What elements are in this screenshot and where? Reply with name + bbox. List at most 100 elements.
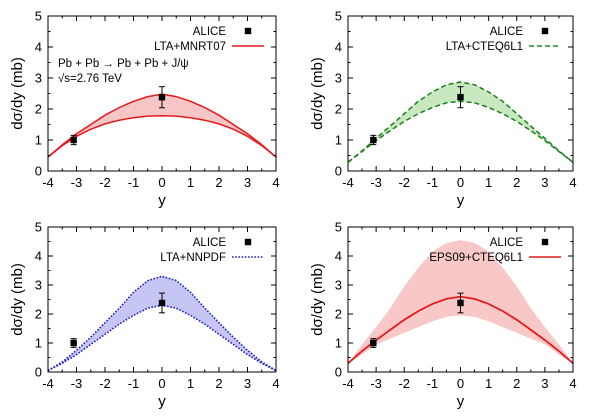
x-tick-label: 0: [158, 175, 165, 190]
data-point-marker: [70, 136, 77, 144]
x-tick-label: -4: [342, 175, 354, 190]
legend-marker: [541, 238, 549, 246]
y-tick-label: 0: [35, 164, 42, 179]
x-tick-label: 3: [541, 376, 548, 391]
y-axis-label: dσ/dy (mb): [309, 57, 326, 130]
annotation-text: √s=2.76 TeV: [58, 72, 122, 85]
y-tick-label: 3: [35, 278, 42, 293]
legend-label: LTA+MNRT07: [154, 41, 226, 53]
y-tick-label: 5: [335, 220, 342, 235]
data-point-marker: [457, 94, 464, 101]
x-tick-label: 1: [187, 376, 194, 391]
data-point-marker: [158, 94, 166, 101]
x-tick-label: 1: [485, 175, 492, 190]
y-axis-label: dσ/dy (mb): [9, 57, 26, 130]
x-tick-label: 1: [187, 175, 194, 190]
legend-marker: [541, 27, 549, 35]
y-tick-label: 2: [35, 102, 42, 117]
y-tick-label: 3: [335, 278, 342, 293]
band-lower-line: [48, 115, 276, 158]
y-tick-label: 1: [335, 336, 342, 351]
chart-panel-2: -4 -3 -2 -1 0 1 2 3 4 0 1 2 3 4 5 y dσ/dy (mb) ALICE LTA+C…: [309, 9, 577, 210]
y-tick-label: 2: [335, 102, 342, 117]
x-tick-label: -2: [99, 175, 111, 190]
x-tick-label: 2: [215, 175, 222, 190]
y-tick-label: 0: [335, 164, 342, 179]
x-tick-label: -2: [398, 376, 410, 391]
x-axis-label: y: [457, 393, 465, 410]
legend-marker: [244, 238, 252, 246]
y-axis-label: dσ/dy (mb): [309, 263, 326, 336]
y-tick-label: 5: [335, 9, 342, 24]
plot-area: [48, 275, 276, 372]
x-tick-label: -1: [128, 175, 140, 190]
y-tick-label: 0: [35, 365, 42, 380]
x-tick-label: -3: [71, 175, 83, 190]
x-tick-label: 0: [158, 376, 165, 391]
y-tick-label: 0: [335, 365, 342, 380]
x-tick-label: 3: [244, 376, 251, 391]
y-tick-label: 4: [35, 249, 42, 264]
y-tick-label: 4: [35, 40, 42, 55]
annotation-text: Pb + Pb → Pb + Pb + J/ψ: [58, 58, 189, 70]
y-tick-label: 1: [335, 133, 342, 148]
x-tick-label: 4: [569, 376, 576, 391]
legend-label: LTA+CTEQ6L1: [446, 41, 523, 53]
x-tick-label: 4: [272, 376, 279, 391]
y-axis-label: dσ/dy (mb): [9, 263, 26, 336]
x-tick-label: -3: [370, 376, 382, 391]
legend-label: EPS09+CTEQ6L1: [429, 252, 523, 264]
x-tick-label: -3: [71, 376, 83, 391]
x-tick-label: 3: [541, 175, 548, 190]
x-axis-label: y: [457, 192, 465, 209]
chart-panel-1: -4 -3 -2 -1 0 1 2 3 4 0 1 2 3 4 5 y dσ/dy (mb) ALICE LTA+M…: [9, 9, 280, 210]
legend-marker: [244, 27, 252, 35]
x-tick-label: 1: [485, 376, 492, 391]
y-tick-label: 3: [335, 71, 342, 86]
chart-panel-4: -4 -3 -2 -1 0 1 2 3 4 0 1 2 3 4 5 y dσ/dy (mb) ALICE EPS09…: [309, 220, 577, 411]
x-tick-label: 2: [513, 175, 520, 190]
x-tick-label: 0: [457, 376, 464, 391]
legend-label: ALICE: [193, 237, 227, 249]
x-tick-label: 4: [272, 175, 279, 190]
band-fill: [48, 276, 276, 371]
legend-label: ALICE: [490, 26, 524, 38]
y-tick-label: 2: [35, 307, 42, 322]
y-tick-label: 4: [335, 40, 342, 55]
x-tick-label: -1: [128, 376, 140, 391]
data-point-marker: [158, 299, 166, 307]
band-upper-line: [48, 275, 276, 372]
band-upper-line: [348, 81, 573, 163]
data-point-marker: [370, 136, 377, 144]
x-tick-label: -4: [42, 175, 54, 190]
x-axis-label: y: [158, 393, 166, 410]
data-point-marker: [370, 339, 377, 347]
x-tick-label: 4: [569, 175, 576, 190]
legend-label: ALICE: [490, 237, 524, 249]
x-tick-label: -2: [398, 175, 410, 190]
x-tick-label: -3: [370, 175, 382, 190]
x-axis-label: y: [158, 192, 166, 209]
x-tick-label: 2: [215, 376, 222, 391]
x-tick-label: -2: [99, 376, 111, 391]
band-lower-line: [348, 100, 573, 163]
y-tick-label: 2: [335, 307, 342, 322]
x-tick-label: -4: [342, 376, 354, 391]
y-tick-label: 5: [35, 9, 42, 24]
x-tick-label: 0: [457, 175, 464, 190]
chart-panel-3: -4 -3 -2 -1 0 1 2 3 4 0 1 2 3 4 5 y dσ/dy (mb) ALICE LTA+N…: [9, 220, 280, 411]
y-tick-label: 5: [35, 220, 42, 235]
legend-label: LTA+NNPDF: [160, 252, 226, 264]
data-point-marker: [70, 339, 77, 347]
y-tick-label: 4: [335, 249, 342, 264]
x-tick-label: -4: [42, 376, 54, 391]
band-lower-line: [48, 304, 276, 372]
legend-label: ALICE: [193, 26, 227, 38]
y-tick-label: 3: [35, 71, 42, 86]
x-tick-label: 3: [244, 175, 251, 190]
x-tick-label: -1: [427, 175, 439, 190]
x-tick-label: -1: [427, 376, 439, 391]
y-tick-label: 1: [35, 336, 42, 351]
x-tick-label: 2: [513, 376, 520, 391]
